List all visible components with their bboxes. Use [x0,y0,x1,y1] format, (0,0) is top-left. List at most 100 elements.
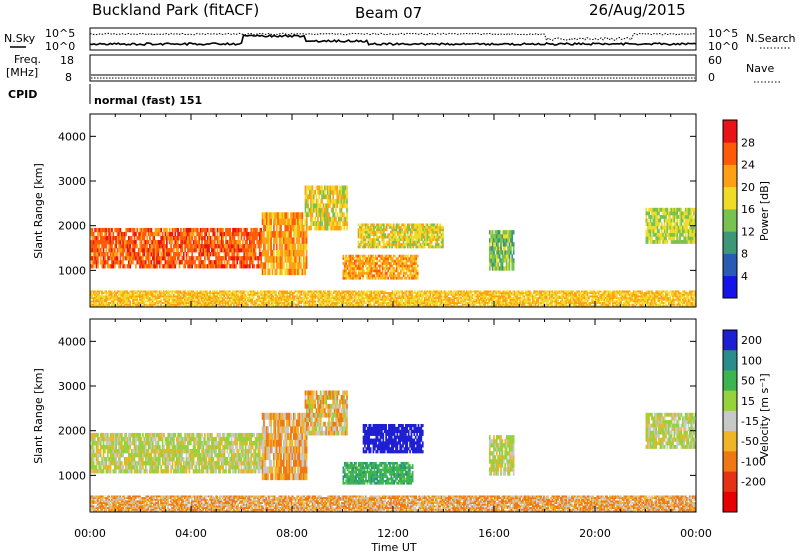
heatmap-cell-0 [222,239,224,245]
heatmap-cell-2 [336,194,339,200]
heatmap-cell-7 [228,305,231,308]
heatmap-cell-3 [359,257,362,260]
heatmap-cell-7 [168,292,171,295]
heatmap-cell-0 [257,244,260,249]
heatmap-cell-7 [101,298,103,301]
heatmap-cell-7 [224,302,227,304]
heatmap-cell-5 [512,230,515,235]
heatmap-cell-7 [192,295,195,298]
heatmap-cell-2 [333,198,336,204]
heatmap-cell-0 [120,235,123,241]
heatmap-cell-4 [405,228,408,232]
heatmap-cell-5 [491,250,494,255]
heatmap-cell-0 [164,248,167,253]
heatmap-cell-4 [430,240,433,244]
heatmap-cell-3 [355,254,357,258]
heatmap-cell-6 [665,232,667,237]
heatmap-cell-4 [422,223,425,227]
heatmap-cell-5 [508,246,511,251]
heatmap-cell-1 [288,224,291,232]
heatmap-cell-0 [187,248,189,253]
heatmap-cell-3 [383,262,385,265]
heatmap-cell-0 [101,260,103,265]
heatmap-cell-4 [367,233,370,237]
heatmap-cell-1 [277,249,280,257]
heatmap-cell-2 [319,185,322,191]
heatmap-cell-0 [247,248,250,253]
heatmap-cell-2 [312,194,315,200]
heatmap-cell-0 [150,227,153,233]
heatmap-cell-2 [317,221,319,226]
heatmap-cell-3 [359,259,362,263]
heatmap-cell-3 [369,274,371,278]
heatmap-cell-4 [394,230,396,234]
nave-label: Nave [746,62,774,75]
heatmap-cell-4 [419,243,422,246]
heatmap-cell-1 [295,231,298,238]
heatmap-cell-4 [411,235,413,239]
heatmap-cell-7 [105,293,108,296]
heatmap-cell-1 [277,256,280,263]
nave-tick-top: 60 [708,54,722,67]
heatmap-cell-0 [182,231,185,237]
heatmap-cell-5 [509,242,512,247]
heatmap-cell-4 [357,243,360,246]
heatmap-cell-0 [227,256,230,261]
heatmap-cell-3 [369,267,371,270]
heatmap-cell-0 [166,227,168,233]
heatmap-cell-0 [225,244,227,249]
heatmap-cell-3 [409,257,412,260]
heatmap-cell-0 [180,231,182,237]
heatmap-cell-7 [105,300,108,303]
heatmap-cell-5 [512,250,515,255]
heatmap-cell-6 [646,239,649,244]
heatmap-cell-4 [423,230,426,234]
heatmap-cell-0 [204,235,206,241]
heatmap-cell-0 [225,252,227,257]
heatmap-cell-6 [658,229,660,234]
heatmap-cell-7 [120,295,123,298]
heatmap-cell-3 [357,271,360,275]
heatmap-cell-6 [673,214,676,219]
heatmap-cell-5 [495,242,498,247]
heatmap-cell-7 [172,293,175,296]
heatmap-cell-0 [160,260,163,265]
heatmap-cell-0 [251,239,254,245]
heatmap-cell-7 [213,300,216,303]
heatmap-cell-4 [442,243,444,246]
heatmap-cell-4 [423,225,426,229]
heatmap-cell-7 [112,305,115,308]
heatmap-cell-0 [177,227,179,233]
heatmap-cell-2 [314,225,316,231]
heatmap-cell-0 [161,239,164,245]
heatmap-cell-0 [118,239,120,245]
heatmap-cell-4 [384,235,387,239]
heatmap-cell-4 [375,223,378,227]
heatmap-cell-7 [98,305,101,308]
heatmap-cell-1 [287,237,289,244]
heatmap-cell-7 [154,298,157,301]
heatmap-cell-1 [275,218,278,226]
heatmap-cell-0 [99,231,102,237]
heatmap-cell-1 [267,243,270,251]
heatmap-cell-7 [98,295,101,298]
heatmap-cell-5 [494,242,497,247]
heatmap-cell-4 [374,233,377,237]
heatmap-cell-7 [144,297,147,300]
heatmap-cell-0 [232,227,234,233]
heatmap-cell-3 [348,271,350,275]
heatmap-cell-7 [221,298,224,301]
heatmap-cell-7 [186,305,189,308]
heatmap-cell-7 [223,298,225,301]
heatmap-cell-4 [404,238,406,241]
heatmap-cell-4 [440,235,443,239]
heatmap-cell-6 [649,222,652,226]
heatmap-cell-7 [90,305,92,308]
heatmap-cell-6 [653,232,656,237]
heatmap-cell-1 [300,212,302,219]
heatmap-cell-4 [428,233,430,237]
heatmap-cell-4 [415,225,418,229]
heatmap-cell-3 [401,259,404,263]
heatmap-cell-2 [332,198,334,204]
heatmap-cell-4 [406,238,409,241]
